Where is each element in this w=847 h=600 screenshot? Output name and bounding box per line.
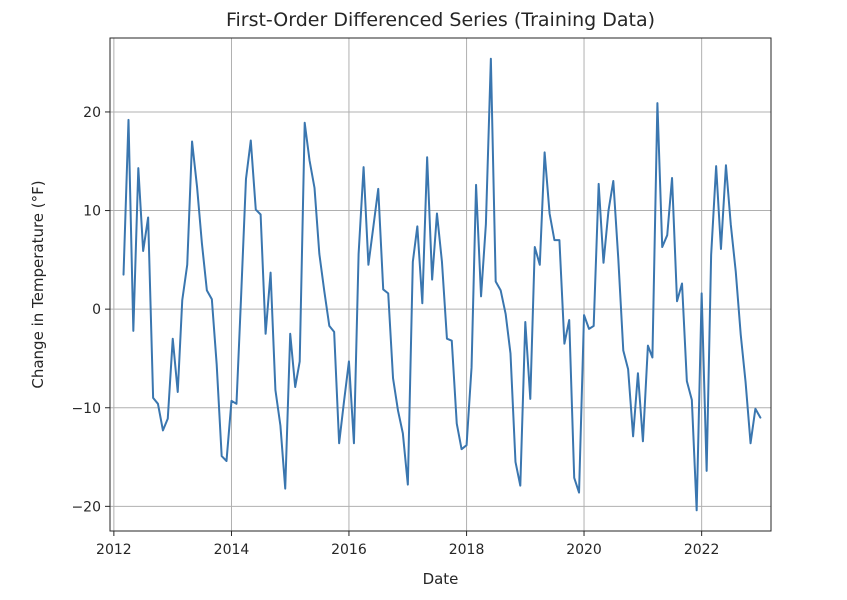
y-tick-label: 10 <box>83 204 101 220</box>
axis-ticks: 2012 2014 2016 2018 2020 2022 20 10 0 −10 −20 <box>71 105 719 558</box>
series-line <box>122 57 762 512</box>
x-axis-label: Date <box>423 570 459 588</box>
y-tick-label: −20 <box>71 499 101 515</box>
y-tick-label: 20 <box>83 105 101 121</box>
x-tick-label: 2014 <box>214 542 250 558</box>
y-axis-label: Change in Temperature (°F) <box>29 180 47 388</box>
chart-title: First-Order Differenced Series (Training… <box>226 9 655 31</box>
y-tick-label: −10 <box>71 401 101 417</box>
x-tick-label: 2022 <box>684 542 720 558</box>
y-tick-label: 0 <box>92 302 101 318</box>
plot-area-frame <box>109 37 772 532</box>
x-tick-label: 2018 <box>449 542 485 558</box>
x-tick-label: 2016 <box>331 542 367 558</box>
x-tick-label: 2020 <box>566 542 602 558</box>
grid-lines <box>110 38 771 531</box>
x-tick-label: 2012 <box>96 542 132 558</box>
